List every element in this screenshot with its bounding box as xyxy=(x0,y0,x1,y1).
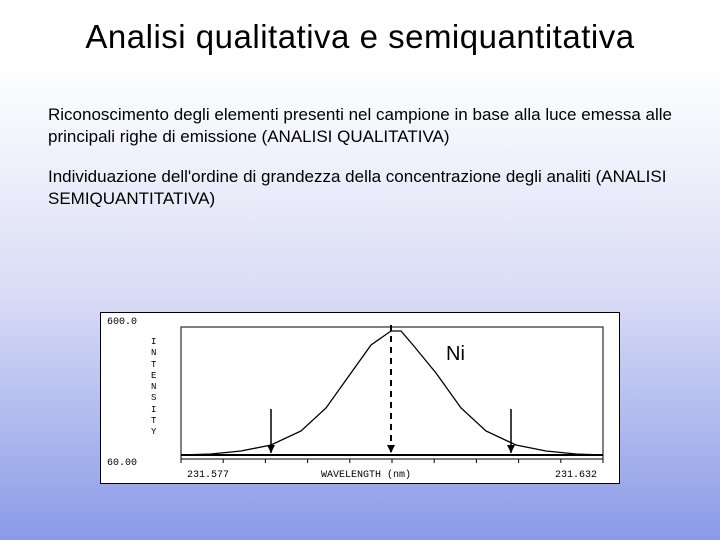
x-ticks xyxy=(181,459,603,463)
x-axis-center-label: WAVELENGTH (nm) xyxy=(321,470,411,481)
page-title: Analisi qualitativa e semiquantitativa xyxy=(0,0,720,56)
spectrum-chart-svg xyxy=(101,313,621,485)
spectrum-chart: 600.0 60.00 INTENSITY 231.577 WAVELENGTH… xyxy=(100,312,620,484)
x-axis-right-label: 231.632 xyxy=(555,470,597,481)
paragraph-1: Riconoscimento degli elementi presenti n… xyxy=(48,104,672,148)
peak-label: Ni xyxy=(446,343,465,366)
y-axis-bottom-label: 60.00 xyxy=(107,458,137,469)
arrows-group xyxy=(267,325,515,453)
x-axis-left-label: 231.577 xyxy=(187,470,229,481)
y-axis-top-label: 600.0 xyxy=(107,317,137,328)
y-axis-label: INTENSITY xyxy=(151,337,157,438)
paragraph-2: Individuazione dell'ordine di grandezza … xyxy=(48,166,672,210)
